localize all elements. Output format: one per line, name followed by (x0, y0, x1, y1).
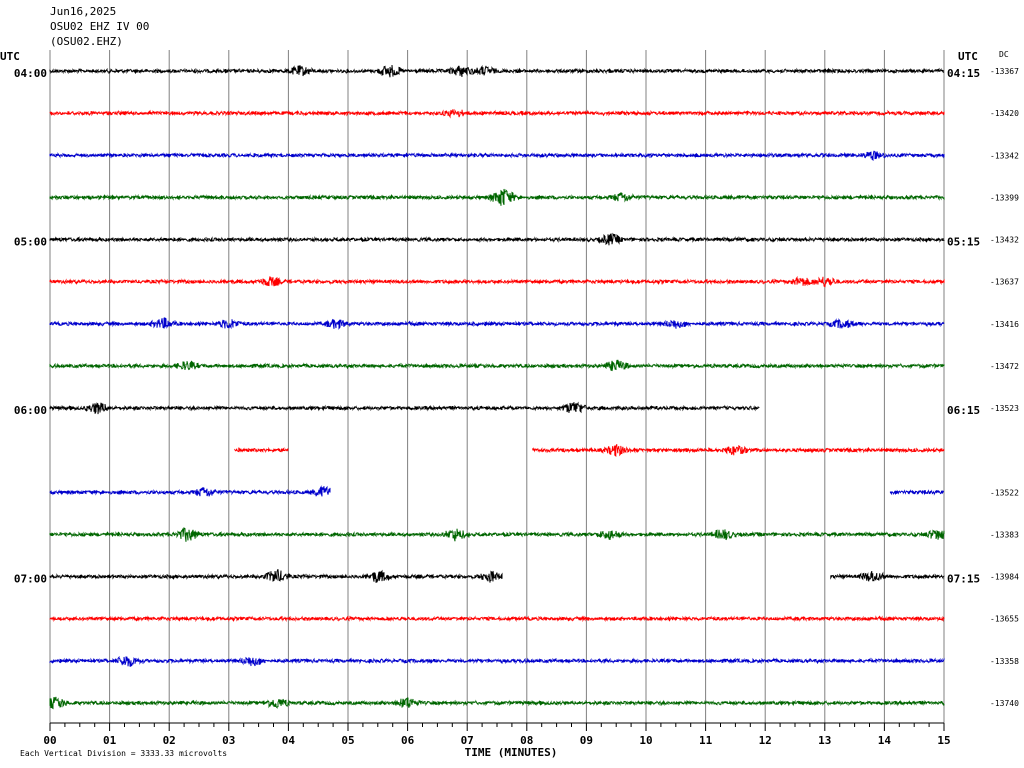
x-tick-label: 03 (222, 734, 235, 747)
trace-blue (889, 489, 944, 496)
dc-value: -13522 (990, 488, 1019, 497)
x-tick-label: 10 (639, 734, 652, 747)
trace-green (49, 188, 945, 206)
dc-value: -13416 (990, 320, 1019, 329)
utc-left-label: UTC (0, 50, 20, 63)
trace-black (49, 401, 760, 415)
dc-value: -13637 (990, 278, 1019, 287)
trace-blue (49, 485, 331, 497)
utc-right-label: UTC (958, 50, 978, 63)
dc-value: -13367 (990, 67, 1019, 76)
trace-green (49, 527, 945, 542)
dc-value: -13432 (990, 236, 1019, 245)
x-tick-label: 00 (43, 734, 56, 747)
left-hour-label: 04:00 (14, 67, 47, 80)
left-hour-label: 07:00 (14, 573, 47, 586)
x-tick-label: 07 (461, 734, 474, 747)
trace-black (49, 64, 945, 78)
x-tick-label: 13 (818, 734, 831, 747)
trace-blue (49, 317, 945, 330)
trace-red (532, 444, 945, 457)
x-tick-label: 11 (699, 734, 713, 747)
right-hour-label: 04:15 (947, 67, 980, 80)
right-hour-label: 05:15 (947, 236, 980, 249)
dc-value: -13358 (990, 657, 1019, 666)
trace-red (234, 446, 289, 454)
chart-date: Jun16,2025 (50, 5, 117, 18)
station-label: OSU02 EHZ IV 00 (50, 20, 150, 33)
trace-green (49, 696, 945, 710)
x-tick-label: 06 (401, 734, 415, 747)
x-tick-label: 04 (282, 734, 296, 747)
x-tick-label: 05 (341, 734, 354, 747)
dc-value: -13420 (990, 109, 1019, 118)
x-tick-label: 01 (103, 734, 117, 747)
dc-value: -13740 (990, 699, 1019, 708)
x-tick-label: 14 (878, 734, 892, 747)
x-tick-label: 08 (520, 734, 533, 747)
x-axis-title: TIME (MINUTES) (465, 746, 558, 759)
right-hour-label: 06:15 (947, 404, 980, 417)
x-tick-label: 12 (759, 734, 772, 747)
x-tick-label: 09 (580, 734, 593, 747)
dc-value: -13399 (990, 193, 1019, 202)
dc-value: -13984 (990, 573, 1019, 582)
dc-value: -13655 (990, 615, 1019, 624)
dc-value: -13472 (990, 362, 1019, 371)
x-tick-label: 02 (163, 734, 176, 747)
trace-red (49, 275, 945, 288)
dc-value: -13523 (990, 404, 1019, 413)
channel-label: (OSU02.EHZ) (50, 35, 123, 48)
trace-red (49, 615, 945, 623)
dc-value: -13383 (990, 530, 1019, 539)
right-hour-label: 07:15 (947, 573, 980, 586)
scale-note: Each Vertical Division = 3333.33 microvo… (20, 749, 228, 758)
x-tick-label: 15 (937, 734, 950, 747)
left-hour-label: 05:00 (14, 236, 47, 249)
trace-red (49, 108, 945, 119)
trace-green (49, 359, 945, 372)
dc-label: DC (999, 50, 1009, 59)
trace-black (49, 569, 503, 583)
trace-blue (49, 150, 945, 161)
left-hour-label: 06:00 (14, 404, 47, 417)
trace-black (49, 232, 945, 246)
trace-blue (49, 655, 945, 667)
trace-black (830, 570, 945, 582)
dc-value: -13342 (990, 151, 1019, 160)
